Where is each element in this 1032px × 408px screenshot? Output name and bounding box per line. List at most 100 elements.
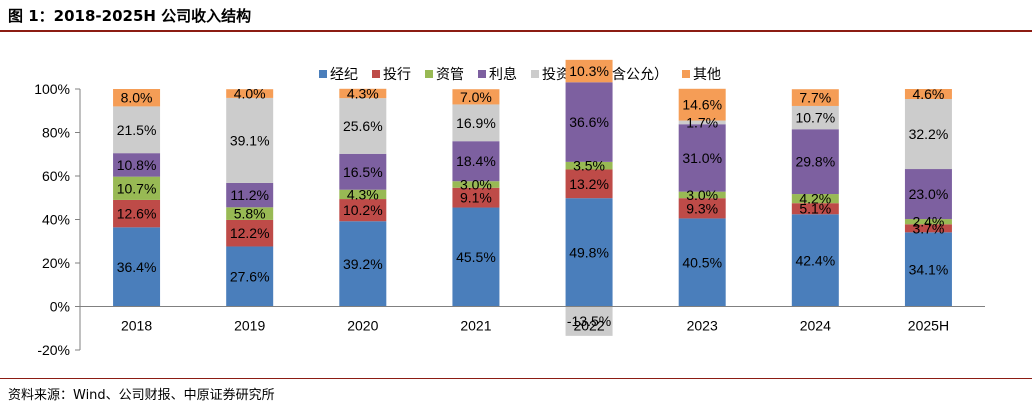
x-tick-label: 2023 (687, 318, 718, 334)
data-label: 21.5% (117, 122, 157, 138)
x-tick-label: 2018 (121, 318, 152, 334)
chart-legend: 经纪投行资管利息投资收益（含公允）其他 (319, 66, 721, 82)
bar-segment (565, 169, 613, 199)
bar-segment (113, 153, 161, 177)
legend-swatch (372, 70, 380, 78)
bar-segment (226, 97, 274, 183)
data-label: 4.2% (799, 191, 831, 207)
bar-segment (904, 169, 952, 220)
data-label: 4.3% (347, 85, 379, 101)
data-label: 40.5% (682, 254, 722, 270)
bar-segment (791, 214, 839, 307)
bar-segment (452, 141, 500, 182)
y-tick-label: 80% (42, 125, 70, 141)
data-label: 27.6% (230, 268, 270, 284)
bar-segment (113, 89, 161, 107)
data-label: 4.0% (234, 86, 266, 102)
bar-segment (452, 187, 500, 208)
bar-segment (904, 224, 952, 233)
bar-segment (452, 181, 500, 188)
data-label: 3.0% (460, 176, 492, 192)
bar-segment (565, 161, 613, 170)
bar-segment (339, 221, 387, 307)
data-label: 10.7% (117, 180, 157, 196)
bar-segment (339, 88, 387, 99)
data-label: 18.4% (456, 153, 496, 169)
y-tick-label: 20% (42, 255, 70, 271)
legend-label: 投行 (383, 66, 411, 82)
data-label: 3.5% (573, 158, 605, 174)
x-tick-label: 2020 (347, 318, 378, 334)
data-label: -13.5% (567, 313, 611, 329)
x-tick-label: 2021 (460, 318, 491, 334)
bar-segment (678, 198, 726, 219)
data-label: 1.7% (686, 114, 718, 130)
data-label: 10.8% (117, 157, 157, 173)
x-tick-label: 2022 (573, 318, 604, 334)
legend-item: 资管 (425, 66, 464, 82)
bar-segment (678, 191, 726, 199)
source-note: 资料来源：Wind、公司财报、中原证券研究所 (8, 388, 275, 403)
data-label: 16.5% (343, 164, 383, 180)
title-rule (0, 30, 1032, 32)
bar-segment (226, 219, 274, 247)
y-tick-label: 40% (42, 212, 70, 228)
bar-segment (565, 59, 613, 83)
figure-title: 图 1：2018-2025H 公司收入结构 (8, 7, 252, 25)
data-label: 4.6% (912, 86, 944, 102)
bar-segment (113, 176, 161, 200)
bar-segment (565, 198, 613, 307)
data-label: 7.0% (460, 89, 492, 105)
data-label: 45.5% (456, 249, 496, 265)
chart-axes: -20% 0% 20% 40% 60% 80% 100% 2018 2019 2020 2021 20… (34, 81, 985, 358)
data-label: 39.2% (343, 256, 383, 272)
bar-segment (339, 153, 387, 190)
data-label: 4.3% (347, 186, 379, 202)
data-label: 32.2% (909, 126, 949, 142)
legend-item: 其他 (682, 66, 721, 82)
data-label: 9.3% (686, 200, 718, 216)
legend-item: 投行 (372, 66, 411, 82)
bar-segment (226, 207, 274, 220)
bar-segment (452, 89, 500, 105)
bar-segment (791, 105, 839, 130)
data-label: 13.2% (569, 176, 609, 192)
legend-item: 经纪 (319, 66, 358, 82)
bar-segment (339, 189, 387, 200)
data-label: 5.8% (234, 206, 266, 222)
data-label: 2.4% (912, 214, 944, 230)
data-label: 16.9% (456, 115, 496, 131)
bar-segment (339, 98, 387, 154)
data-label: 10.2% (343, 202, 383, 218)
data-label: 34.1% (909, 261, 949, 277)
legend-label: 资管 (436, 66, 464, 82)
data-labels: 36.4% 12.6% 10.7% 10.8% 21.5% 8.0% 27.6% 12.2% 5… (117, 63, 949, 329)
data-label: 10.7% (795, 110, 835, 126)
legend-swatch (319, 70, 327, 78)
x-tick-label: 2024 (800, 318, 831, 334)
bar-segment (565, 306, 613, 336)
bar-segment (113, 106, 161, 154)
data-label: 25.6% (343, 118, 383, 134)
data-label: 49.8% (569, 244, 609, 260)
bar-segment (791, 203, 839, 215)
data-label: 10.3% (569, 63, 609, 79)
data-label: 8.0% (121, 90, 153, 106)
data-label: 39.1% (230, 132, 270, 148)
data-label: 36.4% (117, 259, 157, 275)
bar-area (113, 59, 952, 336)
bar-segment (904, 99, 952, 170)
bar-segment (113, 227, 161, 307)
data-label: 31.0% (682, 150, 722, 166)
stacked-bar-chart: 经纪投行资管利息投资收益（含公允）其他 36.4%12.6%10.7%10.8%… (34, 59, 985, 358)
data-label: 9.1% (460, 190, 492, 206)
bar-segment (678, 88, 726, 121)
bar-segment (339, 199, 387, 222)
bar-segment (226, 246, 274, 307)
y-tick-label: 0% (50, 299, 70, 315)
data-label: 11.2% (230, 187, 269, 203)
bar-segment (452, 104, 500, 142)
bar-segment (791, 129, 839, 195)
y-tick-label: 60% (42, 168, 70, 184)
data-label: 23.0% (909, 186, 949, 202)
